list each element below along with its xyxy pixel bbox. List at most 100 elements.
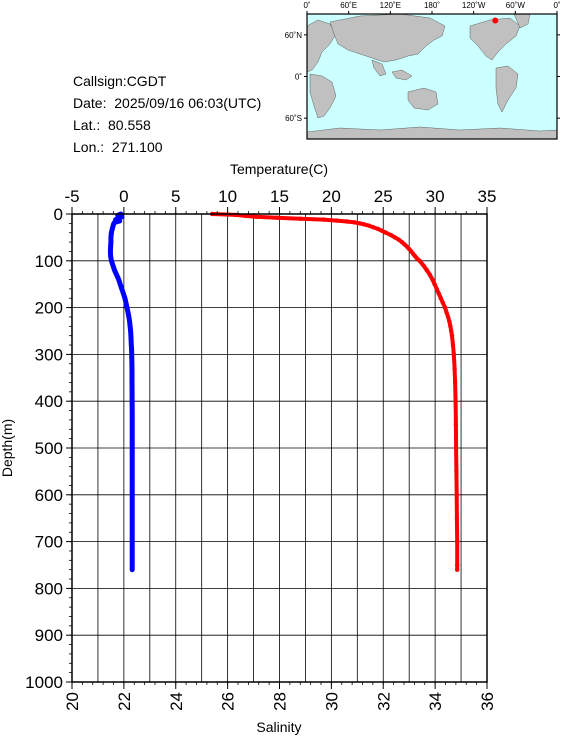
lon-text: Lon.: 271.100 [73, 139, 163, 155]
temperature-point [130, 492, 135, 497]
depth-tick-label: 400 [35, 392, 63, 411]
salinity-point [357, 221, 363, 226]
salinity-point [427, 272, 433, 277]
depth-tick-label: 800 [35, 579, 63, 598]
temperature-axis: -5 0 5 10 15 20 25 30 35 [64, 187, 496, 214]
salinity-axis-label: Salinity [256, 719, 301, 735]
temperature-point [123, 300, 129, 306]
map-lat-label: 0˚ [295, 73, 302, 82]
salinity-tick-label: 34 [426, 692, 445, 711]
depth-tick-label: 500 [35, 439, 63, 458]
temperature-point [121, 291, 126, 296]
map-lon-label: 60˚E [340, 1, 357, 10]
temperature-point [108, 249, 113, 254]
map-ticks: 0˚ 60˚E 120˚E 180˚ 120˚W 60˚W 0˚ 60˚N 0˚ 60˚S [285, 1, 561, 123]
temperature-point [130, 567, 135, 572]
temperature-point [129, 361, 135, 366]
salinity-point [450, 342, 456, 348]
salinity-point [436, 291, 441, 296]
temperature-point [130, 408, 135, 413]
salinity-point [274, 215, 280, 220]
salinity-point [455, 562, 460, 568]
date-text: Date: 2025/09/16 06:03(UTC) [73, 95, 262, 111]
temperature-point [108, 253, 113, 259]
salinity-point [447, 319, 452, 324]
temperature-tick-label: 5 [171, 187, 180, 206]
depth-tick-label: 200 [35, 299, 63, 318]
salinity-point [366, 223, 372, 228]
temperature-point [130, 417, 135, 423]
temperature-point [130, 562, 135, 568]
temperature-tick-label: 25 [374, 187, 393, 206]
temperature-point [128, 333, 134, 338]
salinity-profile-line [210, 212, 460, 572]
salinity-point [451, 352, 456, 357]
callsign-text: Callsign:CGDT [73, 73, 167, 89]
temperature-point [129, 352, 134, 357]
salinity-point [449, 328, 454, 334]
temperature-point [122, 296, 128, 301]
salinity-point [454, 469, 459, 474]
salinity-point [454, 492, 459, 497]
salinity-point [455, 539, 460, 544]
temperature-point [130, 539, 135, 544]
salinity-point [417, 258, 422, 263]
temperature-point [125, 310, 131, 315]
salinity-tick-label: 32 [374, 692, 393, 711]
depth-axis-label: Depth(m) [0, 419, 15, 477]
salinity-tick-label: 26 [219, 692, 238, 711]
salinity-tick-label: 28 [271, 692, 290, 711]
salinity-point [388, 232, 394, 238]
salinity-tick-label: 24 [167, 692, 186, 711]
salinity-point [321, 217, 326, 222]
salinity-axis: 20 22 24 26 28 30 32 34 36 [63, 682, 497, 711]
depth-tick-label: 300 [35, 345, 63, 364]
depth-tick-label: 1000 [25, 673, 63, 692]
temperature-point [129, 370, 135, 376]
temperature-point [117, 218, 122, 224]
salinity-point [424, 268, 429, 273]
salinity-point [438, 296, 443, 301]
depth-tick-label: 100 [35, 252, 63, 271]
temperature-point [108, 235, 114, 240]
temperature-point [128, 328, 133, 334]
salinity-tick-label: 30 [322, 692, 341, 711]
map-land [306, 13, 558, 140]
lat-text: Lat.: 80.558 [73, 117, 151, 133]
salinity-point [434, 286, 439, 292]
salinity-point [449, 333, 455, 338]
temperature-point [124, 305, 130, 310]
temperature-point [128, 338, 134, 343]
salinity-point [452, 380, 458, 385]
salinity-point [453, 399, 458, 404]
depth-tick-label: 900 [35, 626, 63, 645]
temperature-point [118, 282, 123, 287]
map-lat-label: 60˚S [285, 114, 302, 123]
map-lon-label: 120˚E [380, 1, 401, 10]
temperature-point [110, 263, 116, 268]
temperature-axis-label: Temperature(C) [230, 161, 328, 177]
station-marker [492, 17, 499, 24]
salinity-point [370, 224, 376, 230]
salinity-point [448, 324, 453, 329]
salinity-point [298, 216, 303, 221]
salinity-point [444, 310, 449, 315]
temperature-tick-label: 35 [478, 187, 497, 206]
salinity-point [375, 226, 381, 232]
salinity-point [344, 219, 350, 224]
salinity-tick-label: 36 [478, 692, 497, 711]
salinity-point [421, 263, 426, 268]
map-lon-label: 180˚ [424, 1, 440, 10]
temperature-point [112, 268, 117, 273]
chart-series [107, 211, 460, 573]
temperature-point [129, 399, 135, 404]
salinity-point [243, 213, 248, 219]
salinity-point [396, 237, 401, 242]
salinity-point [453, 422, 459, 427]
temperature-point [116, 277, 121, 282]
temperature-point [126, 314, 132, 320]
temperature-point [130, 445, 135, 451]
salinity-point [432, 282, 437, 287]
